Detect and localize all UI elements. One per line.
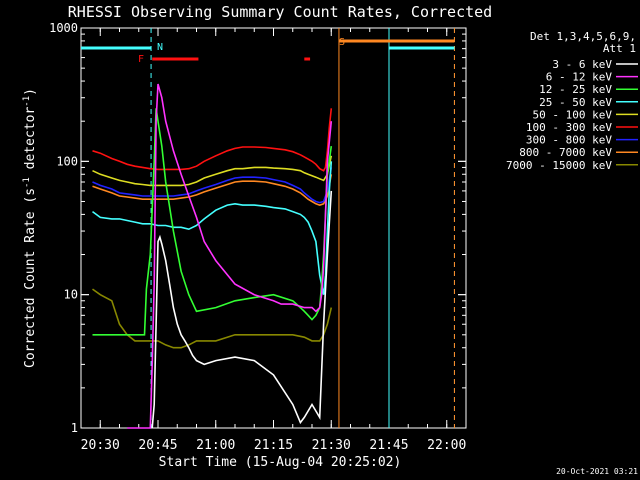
y-tick-label: 1 <box>71 421 78 435</box>
y-tick-label: 10 <box>64 288 78 302</box>
y-axis-label: Corrected Count Rate (s-1 detector-1) <box>22 88 38 368</box>
series-line-3-6-kev <box>151 190 333 429</box>
x-tick-label: 20:30 <box>81 438 120 453</box>
x-tick-labels: 20:30 20:45 21:00 21:15 21:30 21:45 22:00 <box>81 438 467 453</box>
chart-title: RHESSI Observing Summary Count Rates, Co… <box>68 3 492 21</box>
series-line-100-300-kev <box>92 108 333 172</box>
flag-markers <box>81 28 455 428</box>
plot-frame <box>80 27 467 429</box>
series-line-6-12-kev <box>127 83 333 429</box>
legend-label: 50 - 100 keV <box>533 108 613 121</box>
x-tick-label: 20:45 <box>138 438 177 453</box>
y-axis-label-main: Corrected Count Rate (s <box>23 188 38 368</box>
flag-n-label: N <box>157 42 163 53</box>
y-axis-label-sup1: -1 <box>22 177 32 188</box>
series-line-7000-15000-kev <box>92 288 333 349</box>
series-line-300-800-kev <box>92 167 333 204</box>
series-line-12-25-kev <box>92 108 333 336</box>
flag-s-label: S <box>339 37 345 48</box>
y-tick-labels: 1 10 100 1000 <box>49 21 78 435</box>
y-axis-label-end: ) <box>23 88 38 96</box>
legend-label: 7000 - 15000 keV <box>506 159 612 172</box>
axis-ticks <box>80 27 467 429</box>
legend-label: 12 - 25 keV <box>539 83 612 96</box>
flag-f-label: F <box>138 54 144 65</box>
legend-label: 6 - 12 keV <box>546 71 613 84</box>
x-tick-label: 21:45 <box>369 438 408 453</box>
series-line-25-50-kev <box>92 161 333 295</box>
x-tick-label: 21:15 <box>254 438 293 453</box>
x-tick-label: 21:30 <box>312 438 351 453</box>
footer-date: 20-Oct-2021 03:21 <box>556 467 638 476</box>
y-axis-label-mid: detector <box>23 107 38 178</box>
x-tick-label: 22:00 <box>427 438 466 453</box>
legend-label: 300 - 800 keV <box>526 134 612 147</box>
legend-label: 25 - 50 keV <box>539 96 612 109</box>
series-line-800-7000-kev <box>92 174 333 206</box>
x-tick-label: 21:00 <box>196 438 235 453</box>
y-axis-label-sup2: -1 <box>22 96 32 107</box>
data-series <box>92 83 333 429</box>
y-tick-label: 1000 <box>49 21 78 35</box>
legend-label: 3 - 6 keV <box>552 58 612 71</box>
series-line-50-100-kev <box>92 155 333 187</box>
legend-label: 800 - 7000 keV <box>519 146 612 159</box>
x-axis-label: Start Time (15-Aug-04 20:25:02) <box>159 455 402 470</box>
y-tick-label: 100 <box>56 154 78 168</box>
legend-header-2: Att 1 <box>603 42 636 55</box>
legend-label: 100 - 300 keV <box>526 121 612 134</box>
legend-header-1: Det 1,3,4,5,6,9, <box>530 30 636 43</box>
